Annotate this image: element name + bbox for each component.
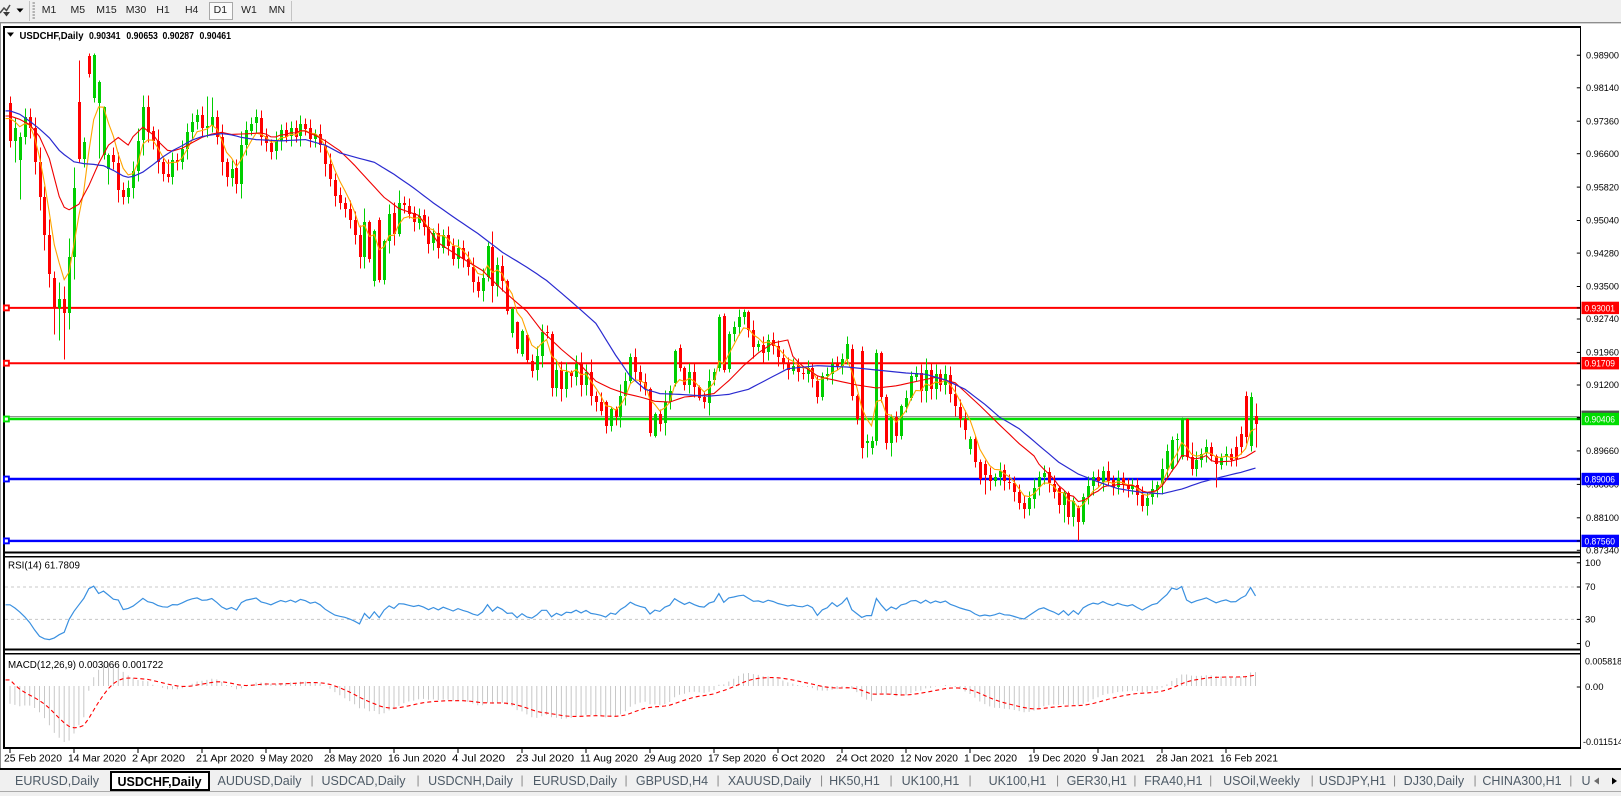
svg-text:100: 100: [1585, 558, 1601, 569]
svg-text:25 Feb 2020: 25 Feb 2020: [4, 754, 63, 765]
svg-text:MACD(12,26,9) 0.003066 0.00172: MACD(12,26,9) 0.003066 0.001722: [8, 660, 163, 671]
svg-text:29 Aug 2020: 29 Aug 2020: [644, 754, 703, 765]
svg-text:0.93001: 0.93001: [1585, 303, 1616, 314]
svg-text:USDCHF,Daily: USDCHF,Daily: [20, 30, 84, 42]
svg-text:21 Apr 2020: 21 Apr 2020: [196, 754, 255, 765]
svg-text:-0.011514: -0.011514: [1583, 737, 1621, 748]
svg-text:0.90461: 0.90461: [200, 31, 232, 42]
svg-text:0.00: 0.00: [1585, 682, 1604, 693]
svg-text:24 Oct 2020: 24 Oct 2020: [836, 754, 895, 765]
svg-text:30: 30: [1585, 615, 1596, 626]
svg-text:0.005818: 0.005818: [1585, 657, 1621, 668]
svg-text:0.90341: 0.90341: [89, 31, 121, 42]
svg-text:0.87560: 0.87560: [1585, 536, 1616, 547]
svg-text:4 Jul 2020: 4 Jul 2020: [452, 754, 506, 765]
svg-text:0.90653: 0.90653: [126, 31, 158, 42]
svg-text:0.91709: 0.91709: [1585, 359, 1616, 370]
svg-text:14 Mar 2020: 14 Mar 2020: [68, 754, 127, 765]
svg-text:0.98900: 0.98900: [1586, 50, 1619, 61]
svg-text:0.91200: 0.91200: [1586, 380, 1619, 391]
svg-text:0.94280: 0.94280: [1586, 248, 1619, 259]
svg-text:0.93500: 0.93500: [1586, 282, 1619, 293]
svg-text:0.95820: 0.95820: [1586, 182, 1619, 193]
svg-text:0.98140: 0.98140: [1586, 83, 1619, 94]
svg-text:9 Jan 2021: 9 Jan 2021: [1092, 754, 1145, 765]
svg-text:2 Apr 2020: 2 Apr 2020: [132, 754, 186, 765]
svg-text:70: 70: [1585, 582, 1596, 593]
svg-text:0.97360: 0.97360: [1586, 116, 1619, 127]
svg-text:28 May 2020: 28 May 2020: [324, 754, 383, 765]
svg-text:1 Dec 2020: 1 Dec 2020: [964, 754, 1018, 765]
svg-text:0.87340: 0.87340: [1586, 546, 1619, 557]
svg-text:0.96600: 0.96600: [1586, 149, 1619, 160]
svg-text:17 Sep 2020: 17 Sep 2020: [708, 754, 767, 765]
svg-text:0.95040: 0.95040: [1586, 216, 1619, 227]
svg-text:0.89660: 0.89660: [1586, 446, 1619, 457]
svg-text:16 Feb 2021: 16 Feb 2021: [1220, 754, 1278, 765]
svg-text:0.90406: 0.90406: [1585, 414, 1616, 425]
svg-text:0.91960: 0.91960: [1586, 348, 1619, 359]
svg-text:0: 0: [1585, 639, 1590, 650]
svg-text:0.88100: 0.88100: [1586, 513, 1619, 524]
svg-text:11 Aug 2020: 11 Aug 2020: [580, 754, 639, 765]
svg-text:19 Dec 2020: 19 Dec 2020: [1028, 754, 1087, 765]
svg-text:6 Oct 2020: 6 Oct 2020: [772, 754, 826, 765]
svg-text:0.92740: 0.92740: [1586, 314, 1619, 325]
svg-text:23 Jul 2020: 23 Jul 2020: [516, 754, 575, 765]
svg-text:16 Jun 2020: 16 Jun 2020: [388, 754, 447, 765]
svg-text:0.89006: 0.89006: [1585, 474, 1616, 485]
svg-text:RSI(14) 61.7809: RSI(14) 61.7809: [8, 561, 80, 572]
svg-text:9 May 2020: 9 May 2020: [260, 754, 314, 765]
svg-text:28 Jan 2021: 28 Jan 2021: [1156, 754, 1214, 765]
svg-text:0.90287: 0.90287: [163, 31, 195, 42]
svg-text:12 Nov 2020: 12 Nov 2020: [900, 754, 959, 765]
